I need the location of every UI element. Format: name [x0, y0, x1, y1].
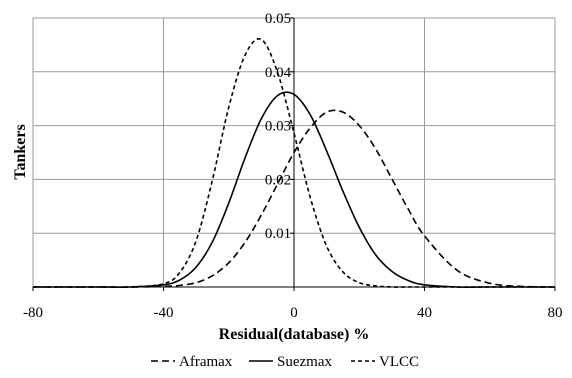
- x-tick-label-4: 80: [548, 305, 563, 321]
- series-line-vlcc: [33, 38, 555, 289]
- legend-item-suezmax: Suezmax: [249, 354, 332, 370]
- x-tick-label-0: -80: [23, 305, 43, 321]
- legend: Aframax Suezmax VLCC: [151, 354, 419, 370]
- y-tick-label-4: 0.05: [265, 11, 291, 27]
- series-lines: [33, 38, 556, 289]
- series-line-suezmax: [33, 91, 555, 288]
- x-tick-label-3: 40: [417, 305, 432, 321]
- x-tick-label-2: 0: [290, 305, 298, 321]
- y-tick-label-0: 0.01: [265, 226, 291, 242]
- y-tick-label-3: 0.04: [265, 65, 292, 81]
- legend-item-aframax: Aframax: [151, 354, 233, 370]
- axes: [32, 17, 556, 291]
- legend-label-vlcc: VLCC: [379, 354, 419, 370]
- y-tick-label-2: 0.03: [265, 119, 291, 135]
- legend-label-aframax: Aframax: [179, 354, 233, 370]
- x-axis-title: Residual(database) %: [219, 326, 370, 343]
- legend-item-vlcc: VLCC: [351, 354, 419, 370]
- series-line-aframax: [33, 109, 556, 288]
- x-tick-label-1: -40: [154, 305, 174, 321]
- legend-label-suezmax: Suezmax: [277, 354, 332, 370]
- y-tick-labels: 0.01 0.02 0.03 0.04 0.05: [265, 11, 292, 242]
- y-axis-title: Tankers: [12, 124, 29, 179]
- x-tick-labels: -80 -40 0 40 80: [23, 305, 563, 321]
- y-tick-label-1: 0.02: [265, 172, 291, 188]
